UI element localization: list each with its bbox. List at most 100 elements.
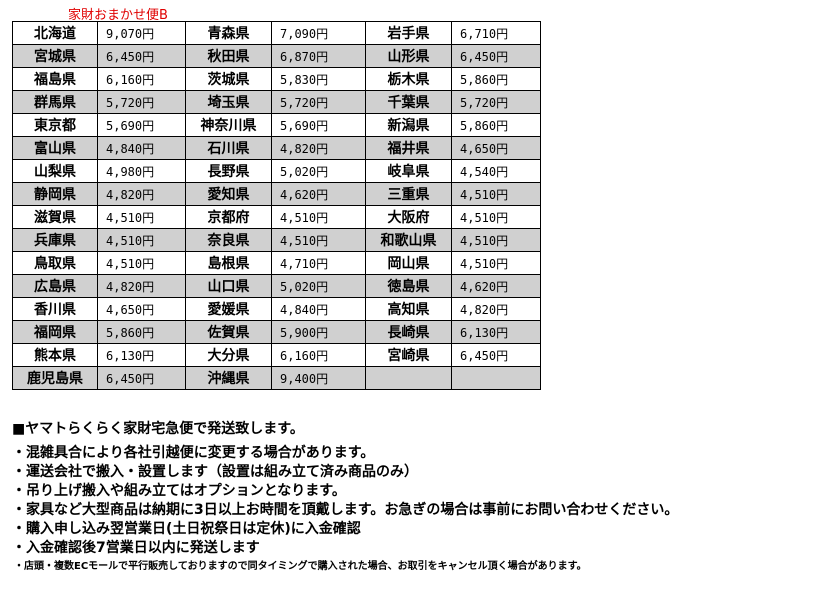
- table-row: 広島県 4,820円 山口県 5,020円 徳島県 4,620円: [12, 274, 541, 298]
- table-row: 群馬県 5,720円 埼玉県 5,720円 千葉県 5,720円: [12, 90, 541, 114]
- prefecture-cell: 佐賀県: [185, 320, 272, 344]
- prefecture-cell: 栃木県: [365, 67, 452, 91]
- table-row: 福島県 6,160円 茨城県 5,830円 栃木県 5,860円: [12, 67, 541, 91]
- prefecture-cell: 熊本県: [12, 343, 98, 367]
- rate-cell: 5,690円: [271, 113, 366, 137]
- table-row: 滋賀県 4,510円 京都府 4,510円 大阪府 4,510円: [12, 205, 541, 229]
- prefecture-cell: 徳島県: [365, 274, 452, 298]
- prefecture-cell: 三重県: [365, 182, 452, 206]
- prefecture-cell: 福島県: [12, 67, 98, 91]
- rate-cell: 4,710円: [271, 251, 366, 275]
- prefecture-cell: 鳥取県: [12, 251, 98, 275]
- rate-cell: 5,860円: [451, 67, 541, 91]
- prefecture-cell: 鹿児島県: [12, 366, 98, 390]
- table-row: 熊本県 6,130円 大分県 6,160円 宮崎県 6,450円: [12, 343, 541, 367]
- prefecture-cell: 宮崎県: [365, 343, 452, 367]
- rate-cell: 4,840円: [271, 297, 366, 321]
- prefecture-cell: 茨城県: [185, 67, 272, 91]
- prefecture-cell: 千葉県: [365, 90, 452, 114]
- rate-cell: 4,980円: [97, 159, 186, 183]
- prefecture-cell: 山形県: [365, 44, 452, 68]
- footer-note: ・店頭・複数ECモールで平行販売しておりますので同タイミングで購入された場合、お…: [14, 561, 587, 572]
- rate-cell: 6,450円: [97, 44, 186, 68]
- note-item: ・家具など大型商品は納期に3日以上お時間を頂戴します。お急ぎの場合は事前にお問い…: [12, 502, 679, 518]
- prefecture-cell: 岡山県: [365, 251, 452, 275]
- prefecture-cell: 福岡県: [12, 320, 98, 344]
- rate-cell: 5,020円: [271, 274, 366, 298]
- table-row: 山梨県 4,980円 長野県 5,020円 岐阜県 4,540円: [12, 159, 541, 183]
- rate-cell: 4,820円: [271, 136, 366, 160]
- prefecture-cell: 島根県: [185, 251, 272, 275]
- rate-cell: 4,620円: [451, 274, 541, 298]
- table-row: 兵庫県 4,510円 奈良県 4,510円 和歌山県 4,510円: [12, 228, 541, 252]
- rate-cell: 4,510円: [97, 228, 186, 252]
- rate-cell: 4,820円: [97, 274, 186, 298]
- table-row: 鹿児島県 6,450円 沖縄県 9,400円: [12, 366, 541, 390]
- rate-cell: 4,510円: [271, 228, 366, 252]
- rate-cell: 4,510円: [451, 182, 541, 206]
- rate-cell: 5,690円: [97, 113, 186, 137]
- prefecture-cell: 長崎県: [365, 320, 452, 344]
- rate-cell: 5,860円: [97, 320, 186, 344]
- rate-cell: 6,160円: [271, 343, 366, 367]
- prefecture-cell: 青森県: [185, 21, 272, 45]
- prefecture-cell: 群馬県: [12, 90, 98, 114]
- rate-cell: 6,870円: [271, 44, 366, 68]
- prefecture-cell: 奈良県: [185, 228, 272, 252]
- prefecture-cell: 兵庫県: [12, 228, 98, 252]
- rate-cell: 4,510円: [451, 251, 541, 275]
- rate-cell: 5,900円: [271, 320, 366, 344]
- prefecture-cell: 福井県: [365, 136, 452, 160]
- prefecture-cell: 北海道: [12, 21, 98, 45]
- prefecture-cell: 香川県: [12, 297, 98, 321]
- prefecture-cell: 富山県: [12, 136, 98, 160]
- prefecture-cell: 和歌山県: [365, 228, 452, 252]
- prefecture-cell: 岩手県: [365, 21, 452, 45]
- prefecture-cell: 愛媛県: [185, 297, 272, 321]
- table-row: 富山県 4,840円 石川県 4,820円 福井県 4,650円: [12, 136, 541, 160]
- service-title: 家財おまかせ便B: [68, 8, 168, 23]
- prefecture-cell: 秋田県: [185, 44, 272, 68]
- rate-cell: 4,510円: [451, 205, 541, 229]
- prefecture-cell: 大阪府: [365, 205, 452, 229]
- rate-cell: 4,650円: [97, 297, 186, 321]
- table-row: 東京都 5,690円 神奈川県 5,690円 新潟県 5,860円: [12, 113, 541, 137]
- rate-cell: 6,160円: [97, 67, 186, 91]
- prefecture-cell: 山梨県: [12, 159, 98, 183]
- prefecture-cell: 静岡県: [12, 182, 98, 206]
- table-row: 北海道 9,070円 青森県 7,090円 岩手県 6,710円: [12, 21, 541, 45]
- rate-cell: 9,400円: [271, 366, 366, 390]
- rate-cell: 4,620円: [271, 182, 366, 206]
- notes-heading: ■ヤマトらくらく家財宅急便で発送致します。: [12, 421, 304, 437]
- rate-cell: 9,070円: [97, 21, 186, 45]
- rate-cell: 4,650円: [451, 136, 541, 160]
- prefecture-cell: 沖縄県: [185, 366, 272, 390]
- prefecture-cell: 大分県: [185, 343, 272, 367]
- prefecture-cell: 山口県: [185, 274, 272, 298]
- rate-cell: 4,510円: [97, 251, 186, 275]
- table-row: 鳥取県 4,510円 島根県 4,710円 岡山県 4,510円: [12, 251, 541, 275]
- prefecture-cell: 高知県: [365, 297, 452, 321]
- prefecture-cell: 京都府: [185, 205, 272, 229]
- rate-cell: [451, 366, 541, 390]
- note-item: ・吊り上げ搬入や組み立てはオプションとなります。: [12, 483, 346, 499]
- prefecture-cell: 広島県: [12, 274, 98, 298]
- rate-cell: 5,020円: [271, 159, 366, 183]
- rate-cell: 6,450円: [97, 366, 186, 390]
- note-item: ・混雑具合により各社引越便に変更する場合があります。: [12, 445, 375, 461]
- prefecture-cell: 愛知県: [185, 182, 272, 206]
- rate-cell: 5,860円: [451, 113, 541, 137]
- note-item: ・入金確認後7営業日以内に発送します: [12, 540, 260, 556]
- prefecture-cell: 新潟県: [365, 113, 452, 137]
- rate-cell: 7,090円: [271, 21, 366, 45]
- shipping-notes: ■ヤマトらくらく家財宅急便で発送致します。 ・混雑具合により各社引越便に変更する…: [12, 418, 678, 558]
- rate-cell: 4,540円: [451, 159, 541, 183]
- rate-cell: 6,130円: [97, 343, 186, 367]
- prefecture-cell: 宮城県: [12, 44, 98, 68]
- rate-cell: 5,720円: [271, 90, 366, 114]
- prefecture-cell: 神奈川県: [185, 113, 272, 137]
- rate-cell: 6,450円: [451, 44, 541, 68]
- rate-cell: 4,510円: [97, 205, 186, 229]
- shipping-rate-table: 北海道 9,070円 青森県 7,090円 岩手県 6,710円 宮城県 6,450円 秋田県 6…: [12, 21, 541, 390]
- table-row: 香川県 4,650円 愛媛県 4,840円 高知県 4,820円: [12, 297, 541, 321]
